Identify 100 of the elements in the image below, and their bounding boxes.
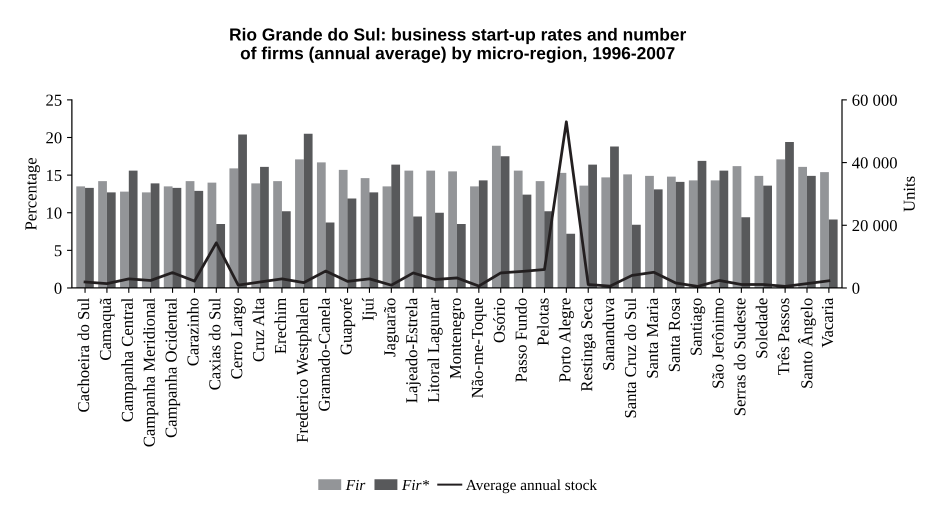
legend-label: Fir*: [402, 480, 430, 490]
bar: [588, 164, 597, 288]
y-tick-label: 0: [54, 282, 62, 294]
x-tick-label: Cerro Largo: [231, 298, 246, 379]
bar: [304, 134, 313, 288]
bar: [798, 166, 807, 288]
bar: [391, 164, 400, 288]
y2-tick-label: 0: [852, 282, 860, 294]
x-tick-label: Guaporé: [340, 298, 356, 354]
bar: [688, 180, 698, 288]
legend-label: Fir: [346, 480, 366, 490]
bar: [806, 176, 816, 288]
y-tick-label: 15: [46, 170, 62, 182]
bar: [326, 222, 334, 288]
x-tick-label: Vacaria: [822, 298, 834, 348]
x-tick-label: Caxias do Sul: [208, 298, 220, 390]
bar: [435, 212, 444, 288]
bar: [566, 234, 576, 288]
x-tick-label: Santa Maria: [646, 298, 658, 378]
bar: [785, 142, 794, 288]
bar: [522, 194, 532, 288]
bar: [229, 168, 238, 288]
x-tick-label: Carazinho: [186, 298, 199, 366]
bar: [106, 192, 116, 288]
bar: [632, 224, 641, 288]
bar: [316, 162, 326, 288]
bar: [186, 181, 194, 288]
legend-label: Average annual stock: [466, 479, 598, 494]
bar: [413, 216, 422, 288]
bar: [282, 211, 291, 288]
bar: [478, 180, 488, 288]
bar: [492, 146, 501, 288]
bar: [776, 159, 786, 288]
bar: [208, 182, 216, 288]
x-tick-label: Ijuí: [362, 298, 378, 320]
bar: [369, 192, 378, 288]
bar: [98, 181, 107, 288]
x-tick-label: Montenegro: [450, 298, 465, 379]
bar: [128, 170, 138, 288]
y-tick-label: 20: [46, 132, 62, 144]
bar: [456, 224, 466, 288]
y2-axis-title: Units: [904, 176, 915, 212]
y2-tick-label: 20 000: [852, 220, 897, 232]
bar: [273, 181, 282, 288]
x-tick-label: Sananduva: [602, 298, 614, 370]
bar: [820, 172, 829, 288]
x-tick-label: Campanha Central: [121, 298, 136, 422]
bar: [676, 182, 684, 288]
bar: [558, 172, 566, 288]
x-tick-label: Não-me-Toque: [472, 298, 486, 398]
x-tick-label: Cruz Alta: [252, 298, 264, 362]
bar: [536, 181, 544, 288]
x-tick-label: Frederico Westphalen: [296, 298, 312, 442]
x-tick-label: Gramado-Canela: [318, 298, 330, 411]
bar: [719, 170, 728, 288]
bar: [338, 170, 348, 288]
x-tick-label: Serras do Sudeste: [734, 298, 746, 416]
x-tick-label: Campanha Ocidental: [164, 298, 180, 438]
bar: [150, 183, 160, 288]
x-tick-label: Jaguarão: [384, 298, 399, 357]
y-tick-label: 5: [54, 245, 62, 256]
y2-tick-label: 60 000: [852, 94, 897, 106]
y-tick-label: 10: [46, 207, 62, 219]
x-tick-label: Passo Fundo: [515, 298, 527, 382]
bar: [763, 186, 772, 288]
bar: [654, 189, 663, 288]
y-tick-label: 25: [46, 94, 62, 106]
bar: [426, 170, 436, 288]
x-tick-label: Santa Cruz do Sul: [624, 298, 636, 418]
bar: [666, 176, 676, 288]
bar: [610, 146, 619, 288]
bar: [710, 180, 720, 288]
bar: [164, 186, 173, 288]
bar: [741, 217, 750, 288]
bar: [172, 188, 182, 288]
bar: [76, 186, 86, 288]
bar: [360, 178, 370, 288]
chart-title: Rio Grande do Sul: business start-up rates and number of firms (annual average) by micro-region, 1996-2007: [230, 28, 686, 63]
bar: [754, 176, 764, 288]
bar: [348, 198, 356, 288]
bar: [500, 156, 510, 288]
bar: [404, 170, 414, 288]
bar: [295, 159, 304, 288]
x-tick-label: Erechim: [274, 298, 286, 354]
bar: [732, 166, 742, 288]
bar: [194, 190, 204, 288]
x-tick-label: Lajeado-Estrela: [406, 298, 421, 403]
bar: [601, 177, 610, 288]
bar: [85, 188, 94, 288]
bar: [120, 192, 129, 288]
y-axis-title: Percentage: [25, 158, 40, 230]
bar: [238, 134, 247, 288]
bar: [382, 186, 392, 288]
x-tick-label: Santa Rosa: [668, 298, 680, 372]
bar: [828, 220, 838, 288]
x-tick-label: Porto Alegre: [558, 298, 574, 382]
bar: [645, 176, 654, 288]
bar: [623, 174, 632, 288]
x-tick-label: Soledade: [756, 298, 768, 358]
x-tick-label: Litoral Lagunar: [428, 298, 443, 402]
